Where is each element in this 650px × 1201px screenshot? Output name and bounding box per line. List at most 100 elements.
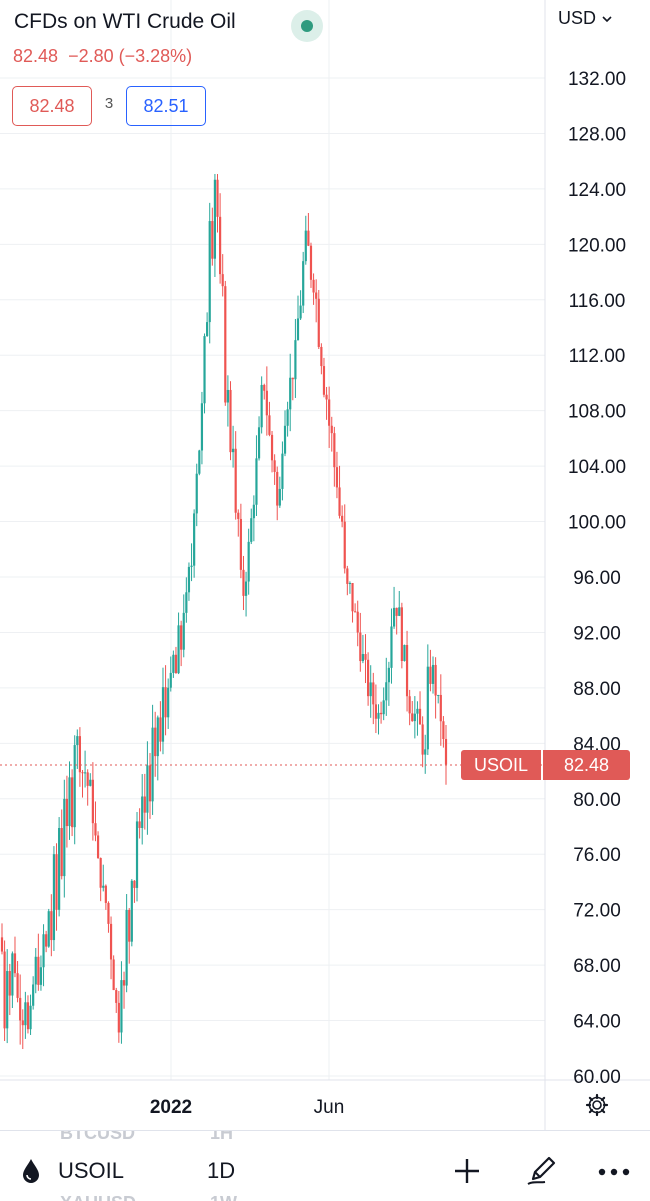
candle (317, 289, 320, 349)
candle (437, 694, 440, 704)
chevron-down-icon (602, 16, 612, 23)
candle (169, 656, 172, 692)
candle (377, 704, 380, 735)
time-tick-label: 2022 (150, 1097, 192, 1118)
buy-price-button[interactable]: 82.51 (126, 86, 206, 126)
candle (81, 769, 84, 798)
candle (185, 577, 188, 623)
currency-selector[interactable]: USD (558, 8, 613, 29)
candle (234, 431, 237, 520)
candle (296, 295, 300, 341)
more-icon[interactable] (597, 1167, 631, 1177)
ghost-timeframe-above: 1H (210, 1130, 234, 1143)
candle (154, 711, 157, 777)
price-tick-label: 92.00 (573, 623, 621, 644)
candle (203, 333, 206, 414)
candle (226, 375, 229, 427)
plus-icon[interactable] (452, 1156, 482, 1186)
candle (130, 879, 133, 947)
candle (159, 701, 162, 752)
candle (71, 769, 74, 837)
candle (63, 779, 66, 898)
chart-area[interactable]: 132.00 128.00 124.00 120.00 116.00 112.00 108.… (0, 0, 650, 1130)
candle (322, 357, 326, 398)
price-tick-label: 100.00 (568, 513, 626, 534)
price-tick-label: 96.00 (573, 568, 621, 589)
live-dot-icon (301, 20, 313, 32)
candle (135, 812, 139, 902)
instrument-title[interactable]: CFDs on WTI Crude Oil (14, 10, 236, 33)
price-chart[interactable]: 132.00 128.00 124.00 120.00 116.00 112.00 108.… (0, 0, 650, 1130)
candle (120, 961, 123, 1044)
price-tick-label: 128.00 (568, 124, 626, 145)
candle (257, 416, 261, 461)
price-tick-label: 60.00 (573, 1067, 621, 1088)
candle (333, 426, 336, 487)
candle (278, 476, 281, 508)
candle (289, 353, 292, 432)
candle (50, 894, 53, 957)
candle (26, 995, 30, 1034)
currency-label: USD (558, 8, 597, 28)
price-tick-label: 120.00 (568, 235, 626, 256)
candle (0, 923, 4, 955)
gear-icon[interactable] (584, 1092, 610, 1118)
bottom-toolbar: BTCUSD 1H XAUUSD 1W USOIL 1D (0, 1130, 650, 1201)
candle (315, 279, 318, 323)
candle (273, 454, 276, 485)
price-change-percent: (−3.28%) (118, 46, 193, 66)
candle (208, 202, 211, 344)
candle (351, 583, 354, 623)
candle (73, 735, 76, 845)
candle (83, 750, 87, 788)
candle (187, 562, 191, 601)
candle (107, 901, 110, 933)
candle (237, 509, 240, 537)
price-axis[interactable]: 132.00 128.00 124.00 120.00 116.00 112.00 108.… (568, 69, 626, 1088)
candle (112, 955, 115, 991)
candle (172, 650, 175, 678)
price-tick-label: 72.00 (573, 901, 621, 922)
price-tick-label: 104.00 (568, 457, 626, 478)
candle (37, 933, 40, 991)
time-axis[interactable]: 2022 Jun (150, 1097, 344, 1118)
candle (302, 251, 305, 314)
candle (268, 401, 271, 437)
candle (392, 586, 396, 629)
pen-icon[interactable] (525, 1153, 559, 1187)
symbol-selector[interactable]: USOIL (58, 1158, 125, 1183)
candle (133, 880, 136, 903)
candle (405, 630, 409, 712)
candle (200, 391, 204, 465)
timeframe-selector[interactable]: 1D (207, 1158, 236, 1183)
candle (141, 774, 144, 845)
candle (398, 591, 401, 617)
candle (242, 555, 245, 611)
candle (379, 701, 383, 724)
candle (68, 761, 71, 840)
candle (231, 425, 235, 468)
candle (312, 273, 315, 305)
candle (390, 608, 393, 684)
candle (3, 940, 6, 1041)
candle (408, 689, 411, 726)
candle (252, 495, 255, 542)
candle (122, 971, 126, 1009)
time-tick-label: Jun (314, 1097, 345, 1118)
candle (60, 809, 63, 880)
candle (34, 948, 37, 994)
sell-price-button[interactable]: 82.48 (12, 86, 92, 126)
live-status-indicator[interactable] (291, 10, 323, 42)
candle (177, 612, 180, 675)
candle (444, 725, 448, 785)
candle (6, 949, 9, 1044)
candle (47, 908, 50, 948)
price-tick-label: 88.00 (573, 679, 621, 700)
candle (374, 684, 377, 734)
candle (341, 505, 344, 528)
candle (276, 466, 279, 521)
current-symbol-label: USOIL (461, 750, 541, 780)
candle (320, 343, 323, 375)
ghost-symbol-below: XAUUSD (60, 1193, 136, 1201)
oil-drop-icon[interactable] (20, 1158, 42, 1184)
